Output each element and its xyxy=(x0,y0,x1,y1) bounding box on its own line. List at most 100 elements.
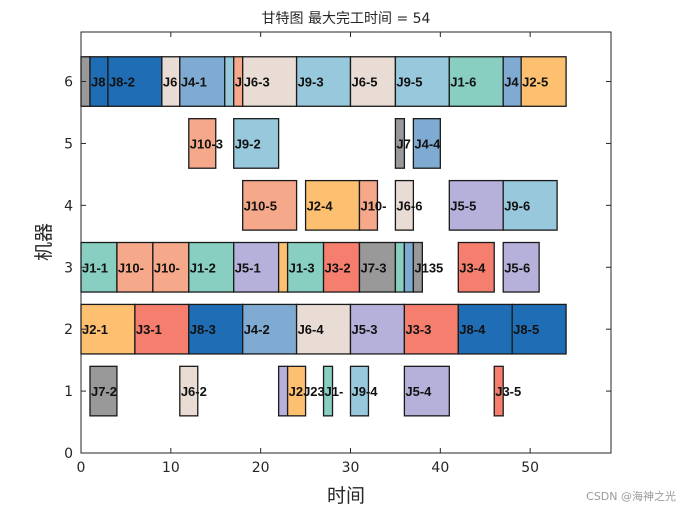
task-label: J10-5 xyxy=(244,198,277,213)
task-bar xyxy=(233,118,280,169)
task-bar xyxy=(242,179,298,231)
task-bar xyxy=(394,179,415,231)
task-label: J3-2 xyxy=(325,260,351,275)
task-bar xyxy=(134,303,190,355)
task-bar xyxy=(179,365,199,417)
task-label: J4-2 xyxy=(244,322,270,337)
task-label: J10- xyxy=(360,198,386,213)
task-label: J5-6 xyxy=(504,260,530,275)
task-label: J4-4 xyxy=(414,136,441,151)
task-bar xyxy=(233,241,280,293)
task-bar xyxy=(457,241,495,293)
watermark: CSDN @海神之光 xyxy=(586,489,676,503)
x-axis-ticks: 0 10 20 30 40 50 xyxy=(77,32,539,476)
task-bar xyxy=(394,241,406,293)
task-label: J4-1 xyxy=(181,75,207,90)
task-label: J5-1 xyxy=(235,260,261,275)
task-bar xyxy=(412,241,424,293)
task-bar xyxy=(520,56,567,107)
task-bar xyxy=(358,241,397,293)
y-tick-label: 4 xyxy=(64,198,73,214)
task-bar xyxy=(349,303,406,355)
bars-group xyxy=(80,56,567,417)
task-bar xyxy=(457,303,513,355)
task-bar xyxy=(502,179,558,231)
task-bar xyxy=(224,56,235,107)
task-bar xyxy=(304,179,361,231)
y-axis-ticks: 0 1 2 3 4 5 6 xyxy=(64,75,611,462)
task-label: J3-5 xyxy=(495,384,521,399)
task-bar xyxy=(152,241,190,293)
x-tick-label: 20 xyxy=(252,460,270,476)
task-label: J7-2 xyxy=(91,384,117,399)
task-bar xyxy=(493,365,504,417)
y-tick-label: 6 xyxy=(64,75,73,91)
x-tick-label: 50 xyxy=(521,460,539,476)
task-bar xyxy=(412,118,441,169)
task-label: J8-2 xyxy=(109,75,135,90)
task-label: J3-1 xyxy=(136,322,162,337)
task-label: J4 xyxy=(504,75,519,90)
task-bar xyxy=(511,303,567,355)
task-bar xyxy=(349,365,370,417)
plot-frame xyxy=(80,31,612,454)
bar-labels-group: J8 J8-2 J6 J4-1 J J6-3 J9-3 J6-5 J9-5 J1-6 J4 J2-5 J… xyxy=(82,75,548,400)
task-bar xyxy=(286,365,307,417)
task-bar xyxy=(242,303,298,355)
y-tick-label: 0 xyxy=(64,446,73,462)
task-label: J2J23 xyxy=(289,384,325,399)
task-label: J6-6 xyxy=(396,198,422,213)
task-bar xyxy=(448,179,504,231)
y-axis-label: 机器 xyxy=(33,223,55,261)
task-label: J xyxy=(235,75,242,90)
task-label: J6-5 xyxy=(351,75,377,90)
x-tick-label: 10 xyxy=(162,460,180,476)
task-label: J7 xyxy=(396,136,410,151)
task-label: J2-5 xyxy=(522,75,548,90)
task-bar xyxy=(179,56,226,107)
x-tick-label: 30 xyxy=(342,460,360,476)
task-bar xyxy=(80,241,118,293)
task-bar xyxy=(448,56,504,107)
task-label: J1-2 xyxy=(190,260,216,275)
y-tick-label: 2 xyxy=(64,322,73,338)
task-bar xyxy=(322,241,361,293)
task-label: J5-5 xyxy=(450,198,476,213)
task-bar xyxy=(188,303,244,355)
task-bar xyxy=(295,303,352,355)
task-bar xyxy=(89,365,118,417)
x-axis-label: 时间 xyxy=(327,485,365,507)
task-bar xyxy=(394,56,450,107)
task-label: J9-6 xyxy=(504,198,530,213)
task-label: J10-3 xyxy=(190,136,223,151)
task-bar xyxy=(188,118,217,169)
task-bar xyxy=(116,241,154,293)
task-label: J6-3 xyxy=(244,75,270,90)
task-label: J8-4 xyxy=(459,322,486,337)
chart-title: 甘特图 最大完工时间 = 54 xyxy=(262,11,431,27)
task-bar xyxy=(277,241,289,293)
task-label: J6-2 xyxy=(181,384,207,399)
task-label: J135 xyxy=(414,260,443,275)
x-tick-label: 40 xyxy=(431,460,449,476)
task-label: J2-4 xyxy=(307,198,334,213)
task-label: J10- xyxy=(154,260,180,275)
task-label: J6-4 xyxy=(298,322,325,337)
task-label: J7-3 xyxy=(360,260,386,275)
task-label: J3-4 xyxy=(459,260,486,275)
task-label: J5-3 xyxy=(351,322,377,337)
task-bar xyxy=(358,179,379,231)
task-bar xyxy=(403,365,450,417)
y-tick-label: 1 xyxy=(64,384,73,400)
task-bar xyxy=(403,241,415,293)
task-bar xyxy=(277,365,289,417)
task-label: J1-3 xyxy=(289,260,315,275)
task-bar xyxy=(80,303,136,355)
task-label: J2-1 xyxy=(82,322,108,337)
task-label: J1- xyxy=(325,384,344,399)
y-tick-label: 5 xyxy=(64,136,73,152)
task-bar xyxy=(322,365,334,417)
task-label: J9-4 xyxy=(351,384,378,399)
task-label: J10- xyxy=(118,260,144,275)
